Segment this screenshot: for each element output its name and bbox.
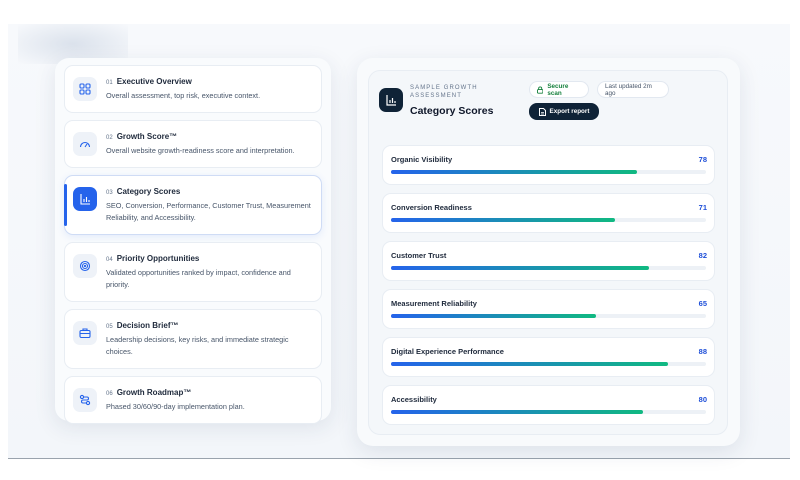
nav-text: 02 Growth Score™ Overall website growth-re…: [106, 130, 295, 157]
score-list: Organic Visibility 78 Conversion Readiness…: [382, 145, 715, 425]
score-value: 65: [698, 299, 707, 308]
nav-text: 06 Growth Roadmap™ Phased 30/60/90-day imp…: [106, 386, 245, 413]
nav-description: SEO, Conversion, Performance, Customer T…: [106, 201, 311, 222]
nav-title: Growth Score™: [116, 132, 178, 141]
score-label: Organic Visibility: [391, 155, 453, 164]
score-value: 80: [698, 395, 707, 404]
score-bar: [391, 170, 637, 174]
score-row: Customer Trust 82: [382, 241, 715, 281]
score-bar: [391, 218, 615, 222]
score-row: Measurement Reliability 65: [382, 289, 715, 329]
nav-icon: [73, 321, 97, 345]
nav-title: Decision Brief™: [116, 321, 179, 330]
updated-badge: Last updated 2m ago: [597, 81, 669, 98]
score-value: 71: [698, 203, 707, 212]
nav-heading: 06 Growth Roadmap™: [106, 388, 245, 397]
score-row: Accessibility 80: [382, 385, 715, 425]
score-value: 88: [698, 347, 707, 356]
nav-title: Category Scores: [116, 187, 181, 196]
nav-number: 02: [106, 135, 113, 141]
nav-text: 04 Priority Opportunities Validated opport…: [106, 252, 311, 291]
nav-title: Executive Overview: [116, 77, 192, 86]
nav-number: 03: [106, 190, 113, 196]
nav-icon: [73, 254, 97, 278]
nav-item[interactable]: 02 Growth Score™ Overall website growth-re…: [64, 120, 322, 168]
panel-icon: [379, 88, 403, 112]
export-button[interactable]: Export report: [529, 103, 599, 120]
nav-heading: 05 Decision Brief™: [106, 321, 311, 330]
secure-text: Secure scan: [547, 82, 569, 97]
score-bar: [391, 410, 643, 414]
nav-heading: 04 Priority Opportunities: [106, 254, 311, 263]
score-row: Organic Visibility 78: [382, 145, 715, 185]
score-value: 78: [698, 155, 707, 164]
nav-description: Leadership decisions, key risks, and imm…: [106, 335, 289, 356]
nav-icon: [73, 77, 97, 101]
panel-title: Category Scores: [410, 105, 494, 117]
glow: [18, 24, 128, 64]
score-bar: [391, 266, 650, 270]
nav-item[interactable]: 05 Decision Brief™ Leadership decisions, k…: [64, 309, 322, 369]
score-row: Conversion Readiness 71: [382, 193, 715, 233]
nav-description: Overall assessment, top risk, executive …: [106, 91, 261, 100]
score-label: Customer Trust: [391, 251, 447, 260]
nav-number: 05: [106, 324, 113, 330]
nav-text: 05 Decision Brief™ Leadership decisions, k…: [106, 319, 311, 358]
nav-number: 04: [106, 257, 113, 263]
secure-badge: Secure scan: [529, 81, 589, 98]
nav-number: 06: [106, 391, 113, 397]
nav-heading: 02 Growth Score™: [106, 132, 295, 141]
nav-heading: 01 Executive Overview: [106, 77, 260, 86]
export-text: Export report: [549, 108, 590, 115]
nav-item[interactable]: 01 Executive Overview Overall assessment, …: [64, 65, 322, 113]
nav-item[interactable]: 04 Priority Opportunities Validated opport…: [64, 242, 322, 302]
score-bar: [391, 314, 596, 318]
score-track: [391, 266, 706, 270]
eyebrow: SAMPLE GROWTH ASSESSMENT: [410, 85, 478, 99]
score-bar: [391, 362, 669, 366]
icon-glyph: [80, 194, 90, 205]
nav-heading: 03 Category Scores: [106, 187, 311, 196]
icon-glyph: [79, 141, 91, 148]
nav-description: Overall website growth-readiness score a…: [106, 146, 295, 155]
nav-text: 01 Executive Overview Overall assessment, …: [106, 75, 260, 102]
nav-item[interactable]: 06 Growth Roadmap™ Phased 30/60/90-day imp…: [64, 376, 322, 424]
score-label: Digital Experience Performance: [391, 347, 504, 356]
score-label: Accessibility: [391, 395, 437, 404]
score-row: Digital Experience Performance 88: [382, 337, 715, 377]
nav-title: Priority Opportunities: [116, 254, 200, 263]
nav-description: Validated opportunities ranked by impact…: [106, 268, 291, 289]
score-card: SAMPLE GROWTH ASSESSMENT Category Scores…: [368, 70, 728, 435]
score-track: [391, 410, 706, 414]
icon-glyph: [79, 83, 91, 95]
score-label: Conversion Readiness: [391, 203, 472, 212]
nav-item[interactable]: 03 Category Scores SEO, Conversion, Perfor…: [64, 175, 322, 235]
score-panel: SAMPLE GROWTH ASSESSMENT Category Scores…: [357, 58, 740, 446]
score-track: [391, 314, 706, 318]
nav-icon: [73, 187, 97, 211]
nav-text: 03 Category Scores SEO, Conversion, Perfor…: [106, 185, 311, 224]
icon-glyph: [79, 328, 91, 339]
nav-icon: [73, 388, 97, 412]
section-nav: 01 Executive Overview Overall assessment, …: [55, 58, 331, 424]
nav-description: Phased 30/60/90-day implementation plan.: [106, 402, 245, 411]
icon-glyph: [79, 260, 91, 272]
score-track: [391, 362, 706, 366]
score-value: 82: [698, 251, 707, 260]
nav-icon: [73, 132, 97, 156]
score-track: [391, 218, 706, 222]
icon-glyph: [79, 394, 91, 406]
score-label: Measurement Reliability: [391, 299, 477, 308]
nav-number: 01: [106, 80, 113, 86]
nav-title: Growth Roadmap™: [116, 388, 192, 397]
score-track: [391, 170, 706, 174]
